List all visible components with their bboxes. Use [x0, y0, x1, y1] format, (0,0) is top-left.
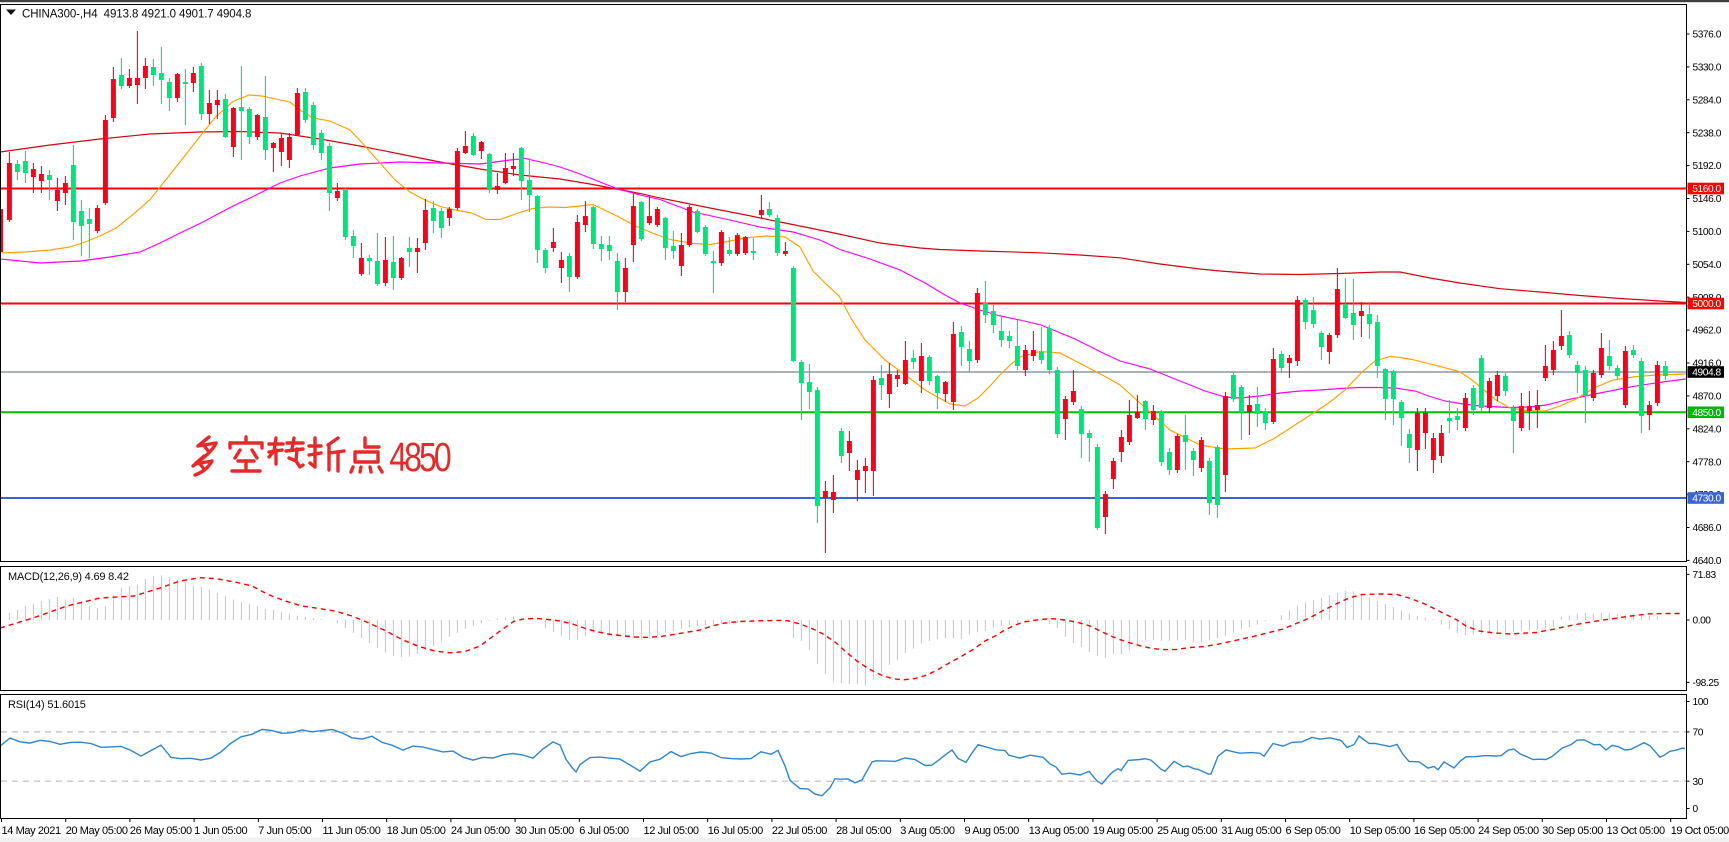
svg-text:3 Aug 05:00: 3 Aug 05:00	[900, 825, 955, 837]
svg-text:-98.25: -98.25	[1693, 678, 1720, 689]
svg-text:1 Jun 05:00: 1 Jun 05:00	[194, 825, 247, 837]
svg-text:16 Jul 05:00: 16 Jul 05:00	[708, 825, 763, 837]
svg-text:25 Aug 05:00: 25 Aug 05:00	[1157, 825, 1217, 837]
svg-text:31 Aug 05:00: 31 Aug 05:00	[1221, 825, 1281, 837]
svg-text:24 Jun 05:00: 24 Jun 05:00	[451, 825, 510, 837]
svg-text:5330.0: 5330.0	[1693, 63, 1722, 74]
svg-text:19 Aug 05:00: 19 Aug 05:00	[1093, 825, 1153, 837]
svg-text:5000.0: 5000.0	[1692, 299, 1721, 310]
svg-text:4686.0: 4686.0	[1693, 523, 1722, 534]
svg-text:18 Jun 05:00: 18 Jun 05:00	[387, 825, 446, 837]
svg-text:70: 70	[1693, 728, 1704, 739]
svg-text:MACD(12,26,9) 4.69 8.42: MACD(12,26,9) 4.69 8.42	[8, 571, 129, 583]
svg-text:100: 100	[1693, 697, 1709, 708]
svg-text:22 Jul 05:00: 22 Jul 05:00	[772, 825, 827, 837]
svg-text:5284.0: 5284.0	[1693, 95, 1722, 106]
svg-text:11 Jun 05:00: 11 Jun 05:00	[323, 825, 381, 837]
svg-text:6 Sep 05:00: 6 Sep 05:00	[1286, 825, 1341, 837]
svg-text:4824.0: 4824.0	[1693, 424, 1722, 435]
svg-text:16 Sep 05:00: 16 Sep 05:00	[1414, 825, 1475, 837]
svg-text:4916.0: 4916.0	[1693, 359, 1722, 370]
svg-text:4870.0: 4870.0	[1693, 392, 1722, 403]
svg-text:30 Sep 05:00: 30 Sep 05:00	[1542, 825, 1603, 837]
svg-text:5160.0: 5160.0	[1692, 184, 1721, 195]
svg-text:0.00: 0.00	[1693, 616, 1712, 627]
svg-text:19 Oct 05:00: 19 Oct 05:00	[1671, 825, 1729, 837]
svg-text:7 Jun 05:00: 7 Jun 05:00	[258, 825, 311, 837]
svg-text:RSI(14) 51.6015: RSI(14) 51.6015	[8, 699, 86, 711]
svg-text:5376.0: 5376.0	[1693, 30, 1722, 41]
svg-text:4850: 4850	[389, 434, 451, 480]
svg-text:0: 0	[1693, 804, 1699, 815]
svg-text:5192.0: 5192.0	[1693, 161, 1722, 172]
svg-text:4778.0: 4778.0	[1693, 457, 1722, 468]
svg-text:14 May 2021: 14 May 2021	[2, 825, 61, 837]
svg-text:10 Sep 05:00: 10 Sep 05:00	[1350, 825, 1411, 837]
svg-text:4850.0: 4850.0	[1692, 408, 1721, 419]
svg-text:30: 30	[1693, 777, 1704, 788]
svg-text:5054.0: 5054.0	[1693, 260, 1722, 271]
svg-text:9 Aug 05:00: 9 Aug 05:00	[965, 825, 1020, 837]
svg-text:4730.0: 4730.0	[1692, 494, 1721, 505]
svg-text:12 Jul 05:00: 12 Jul 05:00	[644, 825, 699, 837]
svg-text:28 Jul 05:00: 28 Jul 05:00	[836, 825, 891, 837]
svg-text:30 Jun 05:00: 30 Jun 05:00	[515, 825, 574, 837]
svg-text:71.83: 71.83	[1693, 570, 1717, 581]
svg-text:13 Aug 05:00: 13 Aug 05:00	[1029, 825, 1089, 837]
svg-text:20 May 05:00: 20 May 05:00	[66, 825, 128, 837]
svg-text:4640.0: 4640.0	[1693, 556, 1722, 567]
svg-text:CHINA300-,H4 4913.8 4921.0 49: CHINA300-,H4 4913.8 4921.0 4901.7 4904.8	[22, 9, 251, 21]
svg-text:6 Jul 05:00: 6 Jul 05:00	[579, 825, 629, 837]
svg-text:4904.8: 4904.8	[1692, 368, 1721, 379]
svg-text:4962.0: 4962.0	[1693, 326, 1722, 337]
svg-text:24 Sep 05:00: 24 Sep 05:00	[1478, 825, 1539, 837]
svg-text:5146.0: 5146.0	[1693, 194, 1722, 205]
svg-text:5100.0: 5100.0	[1693, 227, 1722, 238]
svg-text:5238.0: 5238.0	[1693, 128, 1722, 139]
svg-text:26 May 05:00: 26 May 05:00	[130, 825, 192, 837]
svg-text:13 Oct 05:00: 13 Oct 05:00	[1607, 825, 1665, 837]
